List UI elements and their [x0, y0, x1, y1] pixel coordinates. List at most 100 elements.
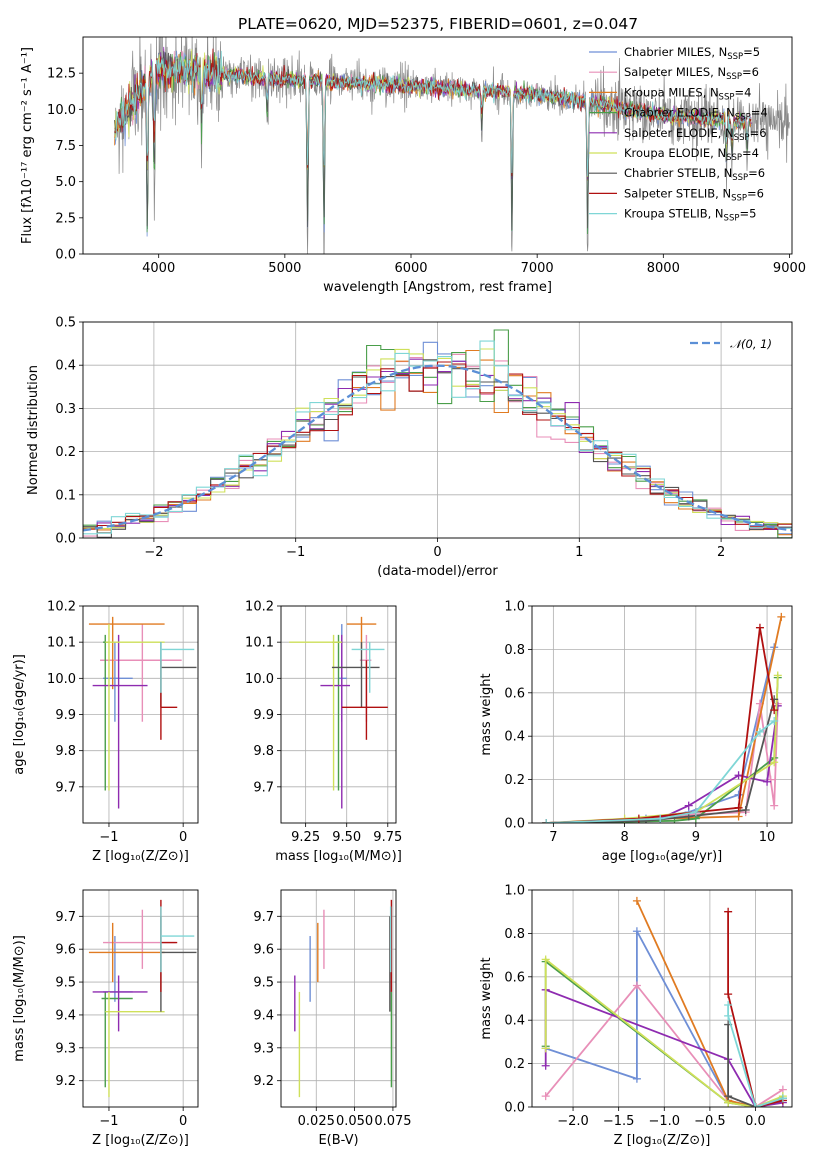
x-tick-label: 7000 [521, 261, 554, 276]
x-tick-label: 9.75 [373, 830, 402, 845]
mass-weight-line [727, 1005, 784, 1107]
x-axis-label: Z [log₁₀(Z/Z⊙)] [92, 849, 189, 864]
y-tick-label: 9.9 [253, 708, 274, 723]
errorbar-point [92, 634, 148, 809]
x-tick-label: 9000 [773, 261, 806, 276]
errorbar-point [103, 642, 133, 722]
y-tick-label: 9.7 [55, 780, 76, 795]
y-tick-label: 2.5 [55, 211, 76, 226]
plot-area [88, 899, 197, 1098]
mass-weight-marker [724, 1092, 733, 1101]
y-tick-label: 10.0 [245, 672, 274, 687]
plot-area [542, 612, 786, 823]
mass-weight-line [727, 911, 784, 1107]
mass-weight-marker [770, 717, 779, 726]
legend-entry: Kroupa STELIB, NSSP=5 [624, 207, 756, 224]
errorbar-point [320, 634, 350, 809]
x-tick-label: 8000 [647, 261, 680, 276]
x-axis-label: (data-model)/error [377, 564, 498, 579]
spectrum-model-line [114, 50, 752, 176]
y-tick-label: 0.3 [55, 402, 76, 417]
age-vs-mass-panel: 9.25 9.50 9.75 9.7 9.8 9.9 10.0 10.1 10.2 mass [l… [245, 600, 402, 865]
x-tick-label: 9 [692, 830, 700, 845]
y-axis-label: Flux [fλ10⁻¹⁷ erg cm⁻² s⁻¹ A⁻¹] [20, 47, 35, 244]
x-tick-label: 0.0 [745, 1114, 766, 1129]
y-tick-label: 0.2 [504, 1057, 525, 1072]
y-tick-label: 10.1 [245, 636, 274, 651]
y-tick-label: 0.0 [504, 817, 525, 832]
mass-weight-marker [541, 1092, 550, 1101]
mass-weight-marker [773, 701, 782, 710]
y-tick-label: 0.1 [55, 488, 76, 503]
x-tick-label: 4000 [142, 261, 175, 276]
mass-weight-marker [770, 758, 779, 767]
errorbar-point [105, 991, 165, 1098]
gridlines [281, 890, 396, 1107]
y-tick-label: 9.3 [253, 1041, 274, 1056]
mass-weight-marker [724, 1011, 733, 1020]
mass-weight-vs-age-panel: 7 8 9 10 0.0 0.2 0.4 0.6 0.8 1.0 age [log₁₀(age/yr… [479, 600, 793, 864]
y-tick-label: 0.4 [504, 1014, 525, 1029]
y-axis-label: mass weight [479, 957, 494, 1039]
x-tick-label: −1.0 [648, 1114, 680, 1129]
spectrum-panel: 4000 5000 6000 7000 8000 9000 0.0 2.5 5.0 7.5 10.0… [20, 36, 806, 295]
y-tick-label: 9.5 [253, 976, 274, 991]
legend-entry: Chabrier MILES, NSSP=5 [624, 45, 760, 62]
y-tick-label: 0.6 [504, 970, 525, 985]
mass-weight-marker [751, 1103, 760, 1107]
y-axis-label: age [log₁₀(age/yr)] [12, 654, 27, 775]
y-tick-label: 10.2 [47, 600, 76, 615]
y-axis-label: mass [log₁₀(M/M⊙)] [12, 935, 27, 1062]
x-axis-label: wavelength [Angstrom, rest frame] [323, 280, 552, 295]
residual-histogram [83, 340, 792, 535]
y-tick-label: 0.4 [504, 730, 525, 745]
y-tick-label: 10.0 [47, 103, 76, 118]
x-tick-label: 7 [549, 830, 557, 845]
legend-entry: 𝒩(0, 1) [730, 337, 772, 351]
mass-weight-marker [777, 612, 786, 621]
x-tick-label: 0.025 [298, 1114, 335, 1129]
mass-weight-marker [724, 990, 733, 999]
mass-weight-marker [755, 727, 764, 736]
x-tick-label: −1.5 [603, 1114, 635, 1129]
x-tick-label: 0.075 [374, 1114, 411, 1129]
mass-weight-marker [741, 805, 750, 814]
axes-frame [82, 889, 199, 1108]
errorbar-point [92, 975, 148, 1032]
legend-entry: Salpeter MILES, NSSP=6 [624, 65, 759, 82]
errorbar-point [331, 642, 380, 708]
plot-area [541, 896, 787, 1107]
errorbar-point [105, 624, 165, 791]
plot-area [289, 616, 388, 809]
mass-weight-marker [684, 801, 693, 810]
legend-entry: Salpeter STELIB, NSSP=6 [624, 186, 764, 203]
legend-entry: Kroupa MILES, NSSP=4 [624, 85, 751, 102]
mass-weight-marker [542, 819, 551, 823]
x-tick-label: −2 [144, 545, 163, 560]
y-tick-label: 10.0 [47, 672, 76, 687]
x-tick-label: 0 [433, 545, 441, 560]
x-tick-label: 10 [759, 830, 776, 845]
plot-area [294, 899, 393, 1098]
errorbar-point [160, 642, 195, 693]
y-tick-label: 9.6 [55, 943, 76, 958]
x-tick-label: 9.25 [291, 830, 320, 845]
mass-weight-marker [755, 623, 764, 632]
mass-weight-marker [734, 803, 743, 812]
y-tick-label: 9.7 [253, 780, 274, 795]
y-tick-label: 10.1 [47, 636, 76, 651]
mass-weight-marker [778, 1094, 787, 1103]
x-axis-label: E(B-V) [318, 1133, 358, 1148]
normal-reference-curve [83, 364, 792, 532]
x-tick-label: 9.50 [332, 830, 361, 845]
errorbar-point [351, 642, 385, 693]
x-tick-label: 2 [717, 545, 725, 560]
mass-weight-marker [734, 771, 743, 780]
y-tick-label: 0.2 [55, 445, 76, 460]
y-tick-label: 9.8 [55, 744, 76, 759]
errorbar-point [289, 634, 342, 791]
mass-weight-marker [763, 777, 772, 786]
mass-weight-marker [656, 814, 665, 823]
mass-weight-marker [632, 927, 641, 936]
